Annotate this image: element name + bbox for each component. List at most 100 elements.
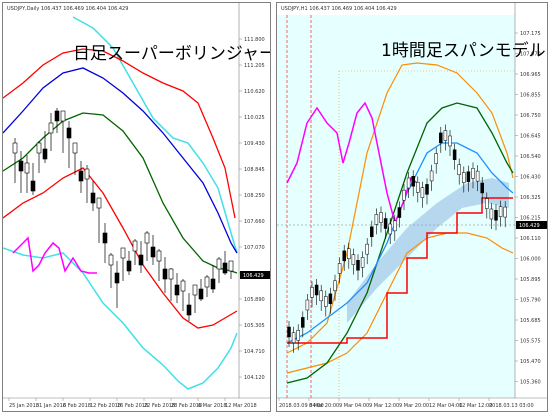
hourly-chart-canvas[interactable]: 107.175 107.070 106.965 106.855 106.750 106.6…	[277, 3, 548, 412]
hourly-candle-body	[333, 280, 337, 292]
hourly-candle-body	[296, 329, 300, 341]
daily-price-tick-label: 111.205	[244, 63, 265, 69]
hourly-candle-body	[503, 206, 507, 218]
hourly-candle-body	[319, 290, 323, 302]
hourly-current-price-tag	[516, 221, 547, 229]
hourly-candle-body	[305, 299, 310, 311]
daily-candle-body	[48, 122, 54, 134]
daily-time-tick-label: 28 Feb 2018	[171, 403, 202, 409]
daily-chart-title: USDJPY,Daily 106.437 106.469 106.404 106…	[7, 6, 129, 12]
daily-candle-body	[192, 284, 198, 296]
hourly-candle-body	[498, 206, 503, 217]
daily-price-tick-label: 111.800	[244, 37, 265, 43]
daily-time-tick-label: 25 Jan 2018	[9, 403, 39, 409]
hourly-price-tick-label: 107.175	[520, 31, 541, 37]
daily-candle-body	[120, 247, 126, 259]
daily-lower-band-2	[3, 167, 238, 329]
hourly-price-tick-label: 106.965	[520, 72, 541, 78]
daily-candle-body	[54, 110, 60, 122]
hourly-candle-body	[310, 287, 314, 298]
daily-price-tick-label: 110.025	[244, 115, 265, 121]
hourly-price-tick-label: 105.470	[520, 359, 541, 365]
daily-candle-body	[60, 110, 66, 122]
daily-candle-body	[228, 260, 234, 272]
hourly-current-price-value: 106.429	[519, 223, 540, 229]
daily-candle-body	[210, 278, 216, 290]
hourly-candle-body	[314, 284, 319, 296]
daily-price-tick-label: 107.660	[244, 219, 265, 225]
daily-candle-body	[216, 258, 222, 270]
daily-time-tick-label: 16 Feb 2018	[117, 403, 148, 409]
hourly-candle-body	[337, 263, 342, 274]
daily-candle-body	[138, 254, 144, 266]
daily-candle-body	[78, 170, 84, 182]
daily-time-tick-label: 22 Feb 2018	[144, 403, 175, 409]
daily-candle-body	[144, 232, 150, 244]
daily-current-price-tag	[240, 271, 270, 279]
hourly-time-tick-label: 9 Mar 04:00	[339, 403, 369, 409]
daily-candle-body	[72, 142, 78, 154]
daily-candle-body	[222, 262, 228, 274]
daily-price-tick-label: 109.430	[244, 141, 265, 147]
hourly-candle-body	[324, 296, 328, 307]
daily-price-tick-label: 104.120	[244, 375, 265, 381]
hourly-candle-body	[443, 130, 448, 141]
hourly-chart-window[interactable]: 107.175 107.070 106.965 106.855 106.750 106.6…	[276, 2, 548, 412]
hourly-time-tick-label: 8 Mar 20:00	[309, 403, 339, 409]
daily-candle-body	[36, 142, 42, 154]
hourly-candle-body	[429, 170, 434, 182]
daily-candle-body	[174, 284, 180, 296]
hourly-price-tick-label: 105.360	[520, 380, 541, 386]
hourly-tenkan-line	[286, 142, 514, 344]
hourly-middle-line	[286, 102, 514, 384]
hourly-price-tick-label: 107.070	[520, 52, 541, 58]
hourly-price-tick-label: 106.000	[520, 257, 541, 263]
daily-candle-body	[156, 250, 162, 262]
daily-candle-body	[90, 192, 96, 204]
daily-candle-body	[126, 260, 132, 272]
daily-candle-body	[66, 127, 72, 139]
hourly-price-tick-label: 106.750	[520, 113, 541, 119]
daily-time-tick-label: 6 Mar 2018	[198, 403, 227, 409]
daily-candle-body	[150, 246, 156, 258]
hourly-time-tick-label: 9 Mar 12:00	[369, 403, 399, 409]
daily-time-tick-label: 12 Feb 2018	[90, 403, 121, 409]
hourly-candle-body	[480, 182, 484, 194]
hourly-time-tick-label: 2018.03.09 04:00	[279, 403, 324, 409]
daily-price-tick-label: 110.620	[244, 89, 265, 95]
hourly-candle-body	[291, 332, 296, 344]
hourly-span-cloud	[347, 178, 509, 323]
daily-candle-body	[24, 162, 30, 174]
daily-chart-window[interactable]: 111.800 111.205 110.620 110.025 109.430 108.8…	[2, 2, 271, 412]
daily-upper-band-1	[3, 67, 238, 254]
daily-price-tick-label: 104.710	[244, 349, 265, 355]
daily-candle-body	[42, 148, 48, 160]
daily-candle-body	[180, 280, 186, 292]
daily-current-price-value: 106.429	[243, 273, 264, 279]
hourly-price-tick-label: 105.895	[520, 277, 541, 283]
hourly-candle-body	[287, 326, 291, 338]
hourly-candle-body	[351, 254, 356, 265]
hourly-price-tick-label: 106.215	[520, 216, 541, 222]
daily-lower-band-3	[3, 247, 238, 390]
hourly-candle-body	[406, 177, 411, 189]
daily-chart-canvas[interactable]: 111.800 111.205 110.620 110.025 109.430 108.8…	[3, 3, 271, 412]
hourly-candle-body	[402, 189, 406, 201]
hourly-candle-body	[462, 172, 466, 183]
daily-candle-body	[132, 240, 138, 252]
daily-candle-body	[162, 268, 168, 280]
hourly-candle-body	[457, 164, 461, 175]
daily-candle-body	[168, 268, 174, 280]
hourly-candle-body	[360, 257, 365, 268]
hourly-candle-body	[494, 210, 498, 221]
daily-candle-body	[114, 272, 120, 284]
daily-middle-line	[3, 112, 238, 274]
hourly-candle-body	[485, 198, 489, 209]
hourly-candle-body	[471, 168, 475, 179]
hourly-candle-body	[489, 208, 494, 220]
hourly-time-tick-label: 12 Mar 12:00	[459, 403, 492, 409]
daily-upper-band-3	[72, 16, 238, 254]
hourly-price-tick-label: 106.855	[520, 93, 541, 99]
hourly-candle-body	[388, 223, 392, 235]
